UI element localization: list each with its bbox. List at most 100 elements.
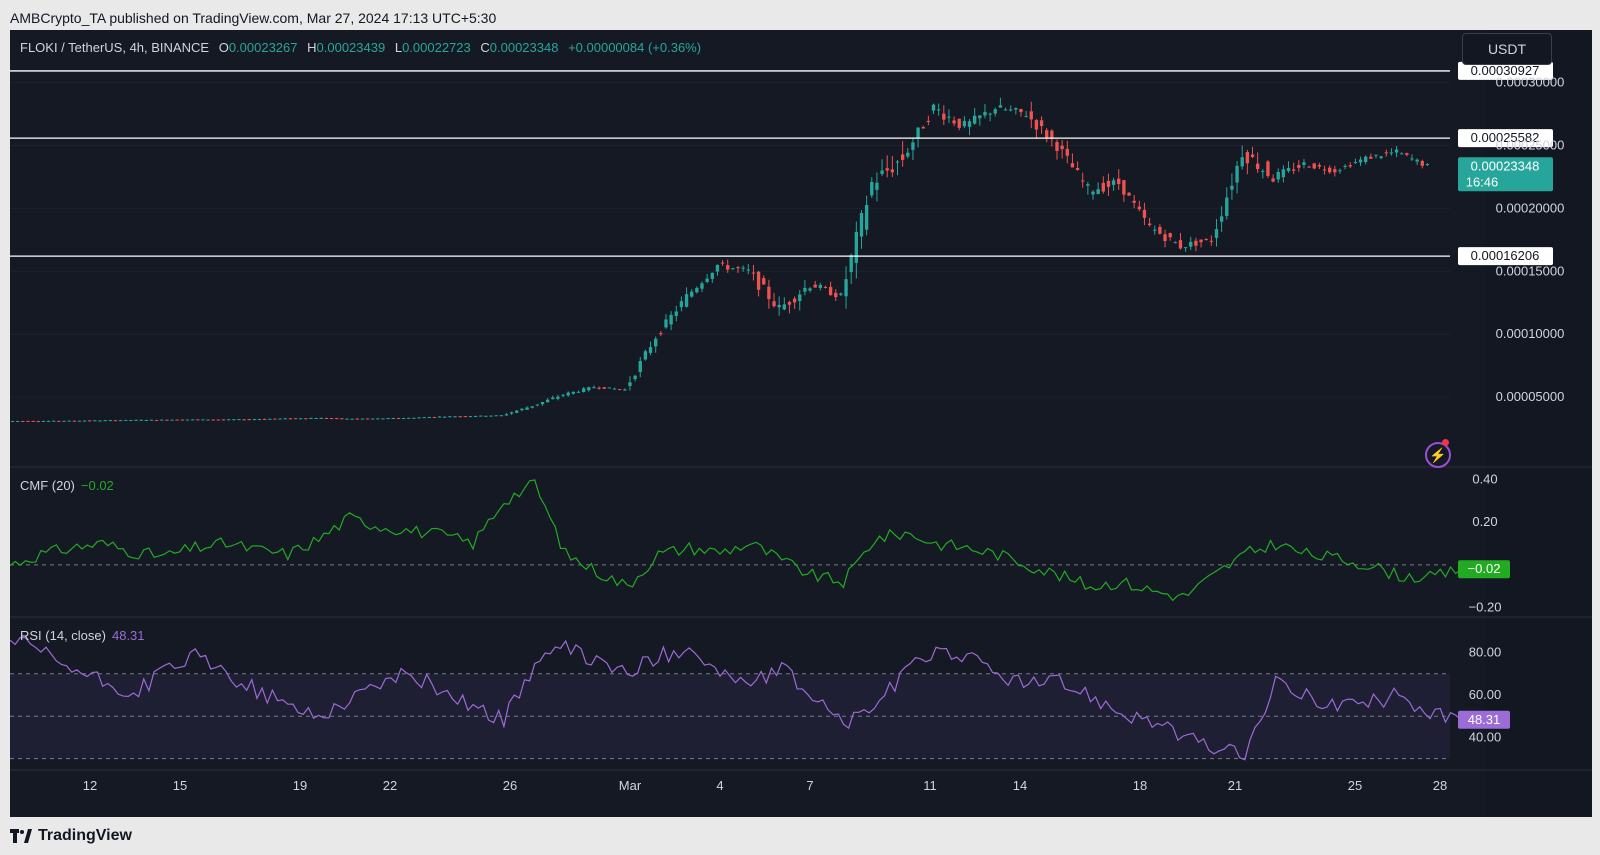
candle-body — [1255, 163, 1260, 170]
candle-body — [1353, 162, 1358, 164]
candle-body — [1261, 170, 1265, 172]
candle-body — [201, 419, 205, 421]
candle-body — [257, 419, 262, 421]
cmf-legend: CMF (20) −0.02 — [20, 478, 114, 493]
candle-body — [936, 109, 941, 111]
candle-body — [350, 418, 354, 420]
candle-body — [1322, 169, 1327, 171]
candle-body — [566, 392, 570, 396]
time-tick-label: 7 — [806, 778, 813, 793]
candle-body — [283, 418, 287, 420]
candle-body — [118, 420, 123, 422]
candle-body — [962, 120, 967, 127]
candle-body — [710, 272, 714, 279]
candle-body — [443, 416, 447, 418]
candle-body — [1034, 120, 1039, 130]
notification-dot-icon — [1442, 439, 1449, 446]
candle-body — [154, 419, 159, 421]
candle-body — [1276, 172, 1280, 180]
candle-body — [957, 118, 961, 128]
candle-body — [1132, 200, 1136, 203]
time-tick-label: 22 — [383, 778, 397, 793]
candle-body — [1384, 152, 1388, 154]
candle-body — [849, 255, 853, 273]
candle-body — [1271, 178, 1275, 182]
candle-body — [859, 213, 864, 237]
candle-body — [1055, 141, 1059, 151]
candle-body — [103, 420, 107, 422]
rsi-layer: 48.31 — [10, 636, 1510, 761]
candle-body — [113, 420, 118, 422]
candle-body — [988, 113, 992, 115]
candle-body — [921, 127, 925, 129]
candle-body — [561, 394, 565, 396]
lightning-icon[interactable]: ⚡ — [1425, 442, 1451, 468]
candle-body — [1122, 180, 1126, 195]
candle-body — [1019, 109, 1023, 113]
candle-body — [684, 294, 689, 307]
candle-body — [21, 420, 25, 422]
candle-body — [540, 402, 545, 405]
candle-body — [473, 415, 478, 417]
candle-body — [530, 406, 534, 408]
candle-body — [587, 387, 591, 391]
candle-body — [751, 272, 756, 274]
candle-body — [1333, 169, 1337, 173]
plot-area — [10, 30, 1485, 817]
candle-body — [1235, 165, 1239, 183]
candle-body — [237, 419, 241, 421]
candle-body — [576, 391, 581, 393]
candle-body — [741, 267, 745, 269]
candle-body — [669, 314, 673, 325]
candle-body — [1250, 154, 1255, 158]
candle-body — [1281, 169, 1286, 178]
candle-body — [782, 304, 786, 310]
candle-body — [422, 417, 426, 419]
candle-body — [900, 154, 905, 160]
candle-body — [206, 419, 210, 421]
rsi-tick-label: 60.00 — [1469, 687, 1502, 702]
candle-body — [952, 120, 956, 124]
candle-body — [1425, 164, 1430, 166]
rsi-label: RSI (14, close) — [20, 628, 106, 643]
rsi-badge — [1458, 710, 1510, 729]
time-tick-label: 19 — [293, 778, 307, 793]
time-tick-label: 21 — [1228, 778, 1242, 793]
candle-body — [129, 420, 133, 422]
candle-body — [1297, 164, 1301, 168]
candle-body — [273, 418, 277, 420]
candle-body — [607, 387, 612, 389]
candle-body — [268, 418, 272, 420]
candle-body — [895, 161, 900, 163]
candle-body — [31, 420, 35, 422]
tradingview-logo[interactable]: TradingView — [10, 827, 132, 845]
axis-layer: 0.00030000 0.00025000 0.00020000 0.00015000… — [83, 75, 1565, 793]
candle-body — [62, 420, 66, 422]
candle-body — [98, 420, 102, 422]
time-tick-label: 28 — [1433, 778, 1447, 793]
candle-body — [170, 419, 174, 421]
candle-body — [967, 121, 972, 127]
candle-body — [834, 292, 838, 298]
candle-body — [489, 415, 493, 417]
candle-body — [149, 419, 154, 421]
candle-body — [1024, 116, 1028, 118]
candle-body — [299, 418, 303, 420]
level-badge — [1458, 247, 1553, 266]
symbol-info: FLOKI / TetherUS, 4h, BINANCE O0.0002326… — [20, 40, 701, 55]
candle-body — [1194, 240, 1198, 246]
candle-body — [556, 396, 560, 399]
candle-body — [942, 113, 946, 120]
low-label: L — [394, 40, 403, 55]
grid-layer — [10, 82, 1592, 771]
currency-button[interactable]: USDT — [1462, 33, 1552, 65]
candle-body — [854, 231, 859, 263]
candle-body — [371, 418, 375, 420]
candle-body — [638, 361, 642, 372]
price-tick-label: 0.00005000 — [1496, 389, 1565, 404]
candles-layer — [10, 97, 1430, 423]
cmf-badge-label: −0.02 — [1468, 561, 1501, 576]
candle-body — [659, 333, 663, 335]
candle-body — [340, 418, 344, 420]
candle-body — [263, 418, 267, 420]
